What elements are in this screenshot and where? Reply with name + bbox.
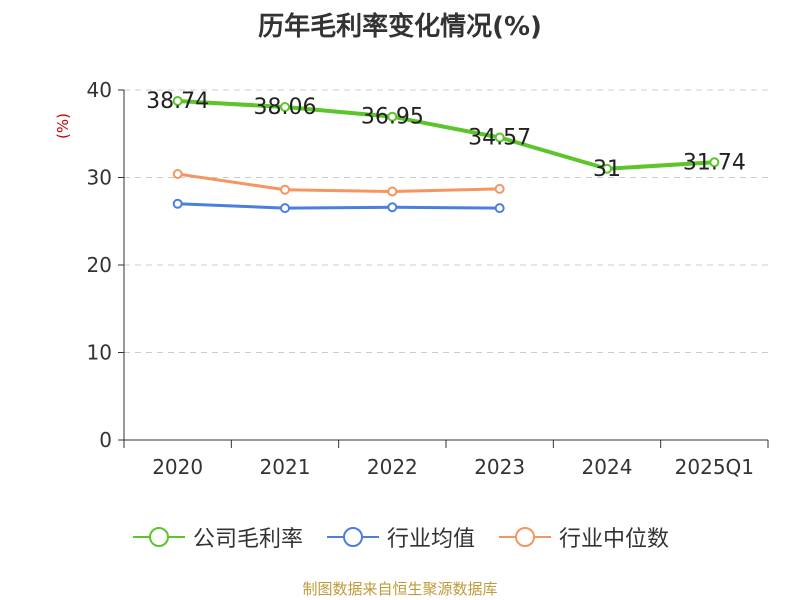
data-point [172, 169, 183, 179]
y-tick-label: 0 [99, 428, 112, 452]
data-label: 38.06 [254, 95, 317, 120]
x-tick-label: 2025Q1 [675, 455, 754, 479]
legend-label: 行业中位数 [559, 527, 670, 552]
legend-swatch-icon [132, 527, 185, 547]
x-tick-label: 2024 [582, 455, 633, 479]
data-label: 38.74 [146, 89, 209, 114]
legend-swatch-icon [326, 527, 379, 547]
data-label: 31.74 [683, 150, 746, 175]
legend: 公司毛利率 行业均值 行业中位数 [0, 520, 800, 554]
data-label: 34.57 [468, 126, 531, 151]
source-note: 制图数据来自恒生聚源数据库 [302, 580, 498, 598]
series-line-0 [177, 99, 715, 171]
data-point [280, 101, 290, 112]
data-point [280, 184, 290, 195]
data-point [602, 163, 612, 174]
legend-swatch-marker [342, 527, 363, 547]
legend-swatch-marker [515, 527, 535, 547]
legend-item[interactable]: 行业均值 [325, 521, 475, 553]
y-tick-label: 20 [87, 253, 112, 277]
data-point [494, 203, 505, 214]
x-tick-label: 2020 [152, 455, 203, 479]
legend-swatch-icon [499, 527, 551, 547]
x-tick-label: 2021 [260, 455, 311, 479]
data-label: 31 [593, 157, 621, 182]
chart-title: 历年毛利率变化情况(%) [258, 12, 542, 42]
data-point [387, 111, 398, 122]
series-line-1 [177, 202, 500, 210]
data-point [387, 186, 398, 197]
legend-swatch-marker [148, 527, 169, 547]
data-point [494, 183, 505, 194]
legend-item[interactable]: 公司毛利率 [131, 521, 303, 553]
y-tick-label: 10 [87, 341, 112, 365]
data-point [709, 157, 720, 168]
y-tick-label: 30 [87, 166, 112, 190]
y-tick-label: 40 [87, 78, 112, 102]
data-point [280, 203, 290, 214]
x-tick-label: 2023 [474, 455, 525, 479]
legend-label: 公司毛利率 [192, 527, 303, 552]
data-point [172, 96, 183, 107]
data-point [172, 198, 183, 209]
x-tick-label: 2022 [367, 455, 418, 479]
series-line-2 [177, 172, 500, 193]
y-axis-title: (%) [54, 113, 72, 139]
legend-item[interactable]: 行业中位数 [497, 521, 669, 553]
data-point [494, 132, 505, 143]
data-label: 36.95 [361, 105, 424, 130]
legend-label: 行业均值 [386, 527, 475, 552]
data-point [387, 202, 398, 213]
